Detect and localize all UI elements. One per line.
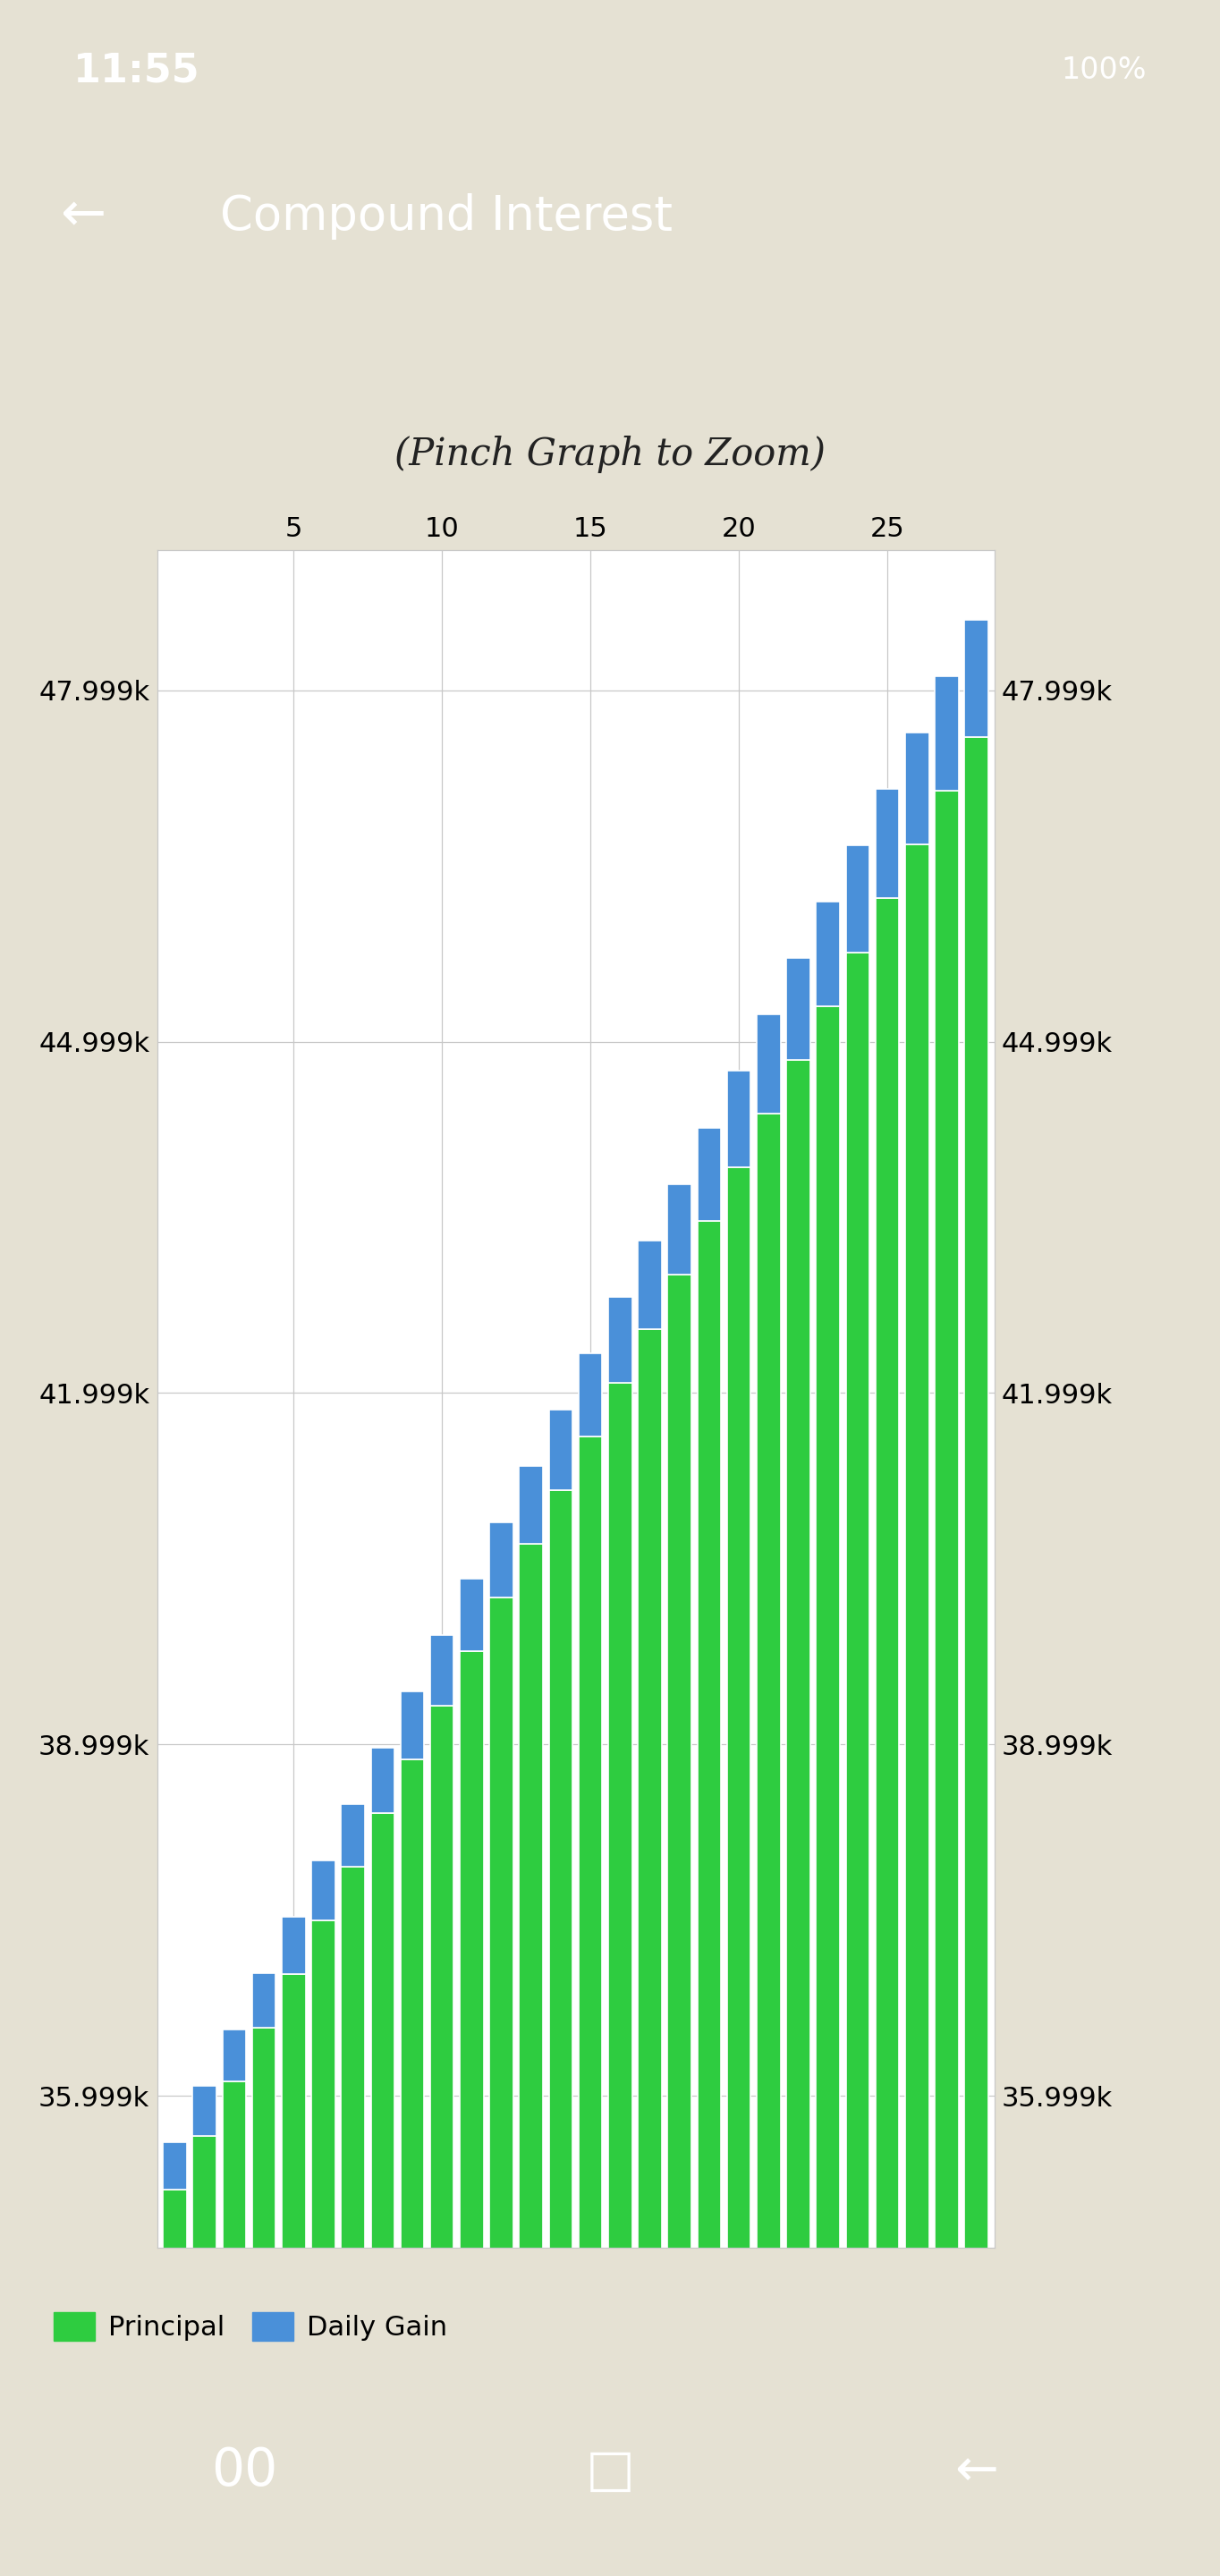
- Bar: [756, 1113, 781, 2576]
- Bar: [311, 1922, 336, 2576]
- Bar: [549, 1489, 572, 2576]
- Text: ←: ←: [61, 191, 107, 242]
- Bar: [845, 845, 870, 953]
- Bar: [431, 1636, 454, 1705]
- Bar: [727, 1072, 750, 1167]
- Bar: [698, 1221, 721, 2576]
- Bar: [489, 1522, 514, 1597]
- Legend: Principal, Daily Gain: Principal, Daily Gain: [54, 2313, 448, 2342]
- Bar: [163, 2143, 187, 2190]
- Bar: [876, 788, 899, 899]
- Text: □: □: [586, 2445, 634, 2496]
- Bar: [638, 1329, 661, 2576]
- Bar: [845, 953, 870, 2576]
- Bar: [578, 1437, 603, 2576]
- Bar: [460, 1579, 483, 1651]
- Bar: [965, 737, 988, 2576]
- Bar: [489, 1597, 514, 2576]
- Bar: [371, 1814, 394, 2576]
- Bar: [816, 902, 839, 1007]
- Bar: [342, 1803, 365, 1868]
- Text: (Pinch Graph to Zoom): (Pinch Graph to Zoom): [394, 435, 826, 474]
- Bar: [311, 1860, 336, 1922]
- Bar: [460, 1651, 483, 2576]
- Text: 11:55: 11:55: [73, 52, 200, 90]
- Bar: [222, 2081, 246, 2576]
- Bar: [667, 1275, 692, 2576]
- Bar: [609, 1296, 632, 1383]
- Bar: [816, 1007, 839, 2576]
- Text: ←: ←: [954, 2445, 998, 2496]
- Bar: [282, 1917, 305, 1973]
- Bar: [905, 732, 928, 845]
- Bar: [787, 958, 810, 1059]
- Bar: [282, 1973, 305, 2576]
- Bar: [549, 1409, 572, 1489]
- Bar: [667, 1185, 692, 1275]
- Bar: [371, 1747, 394, 1814]
- Bar: [756, 1015, 781, 1113]
- Bar: [905, 845, 928, 2576]
- Bar: [163, 2190, 187, 2576]
- Bar: [400, 1759, 425, 2576]
- Text: 00: 00: [211, 2445, 277, 2496]
- Bar: [193, 2136, 216, 2576]
- Bar: [638, 1239, 661, 1329]
- Bar: [727, 1167, 750, 2576]
- Bar: [935, 791, 959, 2576]
- Text: Compound Interest: Compound Interest: [220, 193, 672, 240]
- Bar: [787, 1059, 810, 2576]
- Bar: [698, 1128, 721, 1221]
- Bar: [253, 2027, 276, 2576]
- Bar: [520, 1466, 543, 1543]
- Bar: [342, 1868, 365, 2576]
- Bar: [253, 1973, 276, 2027]
- Text: 100%: 100%: [1061, 57, 1147, 85]
- Bar: [400, 1692, 425, 1759]
- Bar: [193, 2087, 216, 2136]
- Bar: [876, 899, 899, 2576]
- Bar: [965, 621, 988, 737]
- Bar: [935, 677, 959, 791]
- Bar: [520, 1543, 543, 2576]
- Bar: [431, 1705, 454, 2576]
- Bar: [222, 2030, 246, 2081]
- Bar: [609, 1383, 632, 2576]
- Bar: [578, 1352, 603, 1437]
